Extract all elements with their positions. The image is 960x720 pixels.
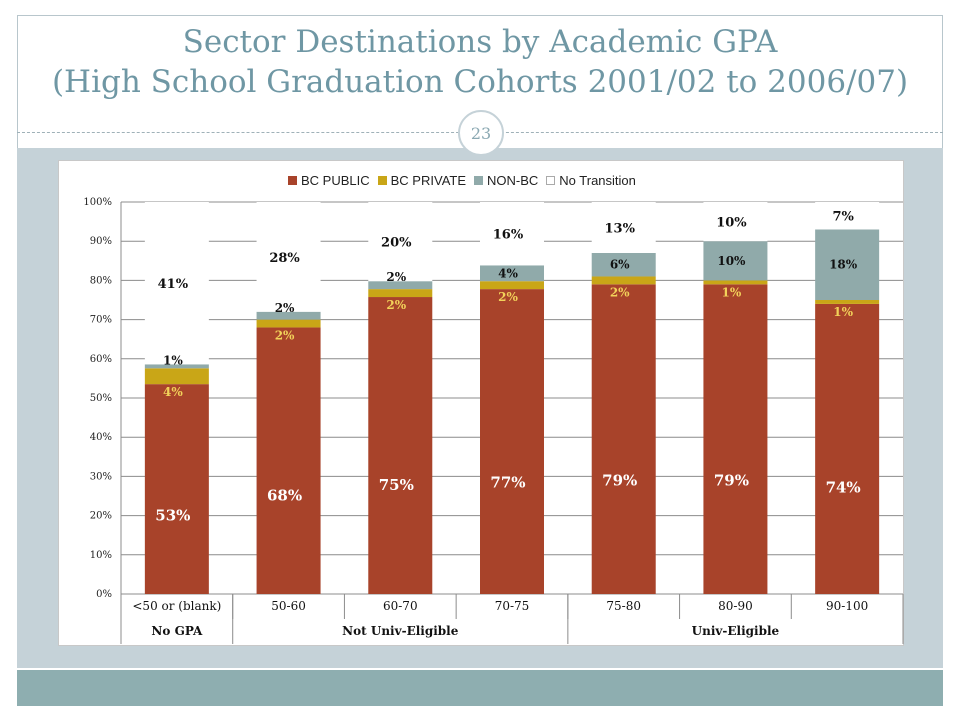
legend-swatch-no-transition [546, 175, 556, 185]
page-number-badge: 23 [458, 110, 504, 156]
footer-bar [17, 670, 943, 706]
legend-swatch-bc-public [288, 175, 297, 185]
legend-label-no-transition: No Transition [559, 172, 636, 188]
chart-legend: BC PUBLIC BC PRIVATE NON-BC No Transitio… [288, 170, 644, 190]
legend-item-no-transition: No Transition [546, 173, 636, 188]
legend-label-bc-private: BC PRIVATE [390, 172, 467, 188]
slide-title: Sector Destinations by Academic GPA (Hig… [17, 22, 943, 102]
legend-swatch-non-bc [474, 175, 484, 185]
chart-area [58, 160, 904, 646]
legend-swatch-bc-private [377, 175, 387, 185]
title-line-2: (High School Graduation Cohorts 2001/02 … [51, 64, 909, 100]
legend-item-bc-private: BC PRIVATE [377, 172, 467, 188]
title-line-1: Sector Destinations by Academic GPA [182, 24, 778, 60]
page-number: 23 [470, 123, 492, 143]
legend-item-non-bc: NON-BC [474, 173, 538, 188]
legend-label-bc-public: BC PUBLIC [301, 172, 370, 188]
legend-label-non-bc: NON-BC [487, 172, 539, 188]
legend-item-bc-public: BC PUBLIC [288, 173, 370, 188]
